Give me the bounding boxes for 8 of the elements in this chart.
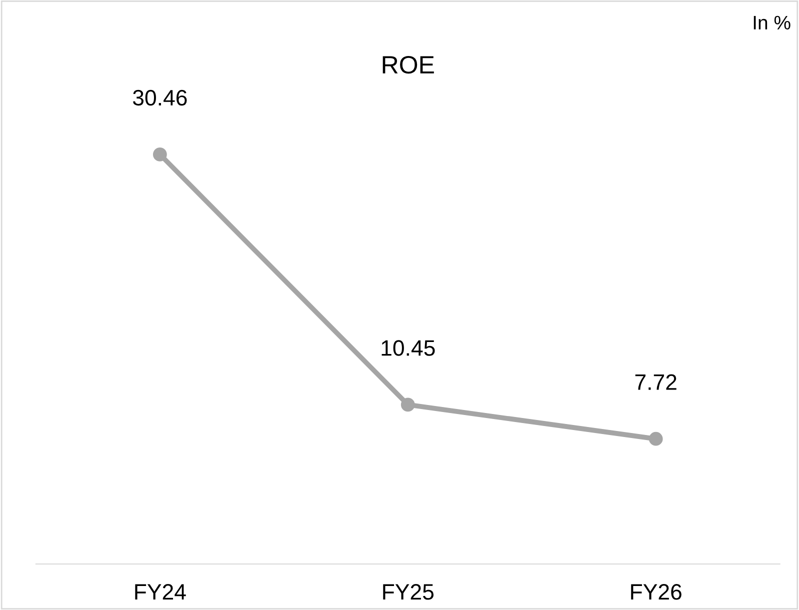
chart-title: ROE [382, 56, 434, 74]
data-label: 7.72 [635, 374, 676, 390]
data-label: 10.45 [382, 340, 435, 356]
x-tick-label: FY25 [383, 584, 434, 600]
x-tick-label: FY26 [631, 584, 682, 600]
text: In % [754, 16, 790, 30]
data-label: 30.46 [132, 90, 187, 106]
x-tick-label: FY24 [135, 584, 186, 600]
